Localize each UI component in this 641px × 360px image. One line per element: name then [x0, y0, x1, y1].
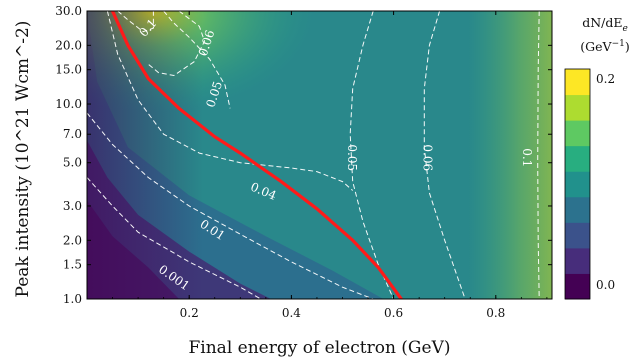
contour-line-0_06: [423, 11, 466, 299]
colorbar-band: [565, 145, 590, 172]
colorbar-tick-label: 0.2: [596, 72, 615, 86]
contour-line-0_01: [87, 112, 374, 299]
contour-line-0_001: [87, 177, 261, 299]
y-tick-label: 5.0: [63, 156, 82, 170]
y-tick-label: 7.0: [63, 127, 82, 141]
plot-frame: [86, 10, 553, 300]
x-tick-label: 0.2: [180, 306, 199, 320]
contour-line-0_1: [537, 11, 540, 299]
y-tick-label: 2.0: [63, 233, 82, 247]
y-tick-label: 15.0: [55, 63, 82, 77]
colorbar-band: [565, 273, 590, 300]
contour-line-0_05: [349, 11, 395, 299]
colorbar-band: [565, 94, 590, 121]
y-tick-label: 10.0: [55, 97, 82, 111]
colorbar-band: [565, 171, 590, 198]
heatmap: [87, 11, 552, 299]
colorbar: 0.2 0.0: [564, 68, 615, 300]
colorbar-band: [565, 247, 590, 274]
y-axis-title: Peak intensity (10^21 Wcm^-2): [13, 21, 33, 298]
colorbar-band: [565, 69, 590, 96]
contour-line-0_1: [117, 11, 154, 33]
contour-line-0_06: [147, 11, 206, 77]
contour-label: 0.06: [420, 144, 434, 171]
y-tick-label: 1.0: [63, 292, 82, 306]
colorbar-title: dN/dEe: [582, 15, 628, 34]
threshold-layer: [110, 11, 403, 299]
contour-label: 0.1: [520, 148, 534, 167]
heatmap-left-fade: [87, 11, 552, 299]
colorbar-band: [565, 222, 590, 249]
colorbar-frame: [564, 68, 591, 300]
y-tick-label: 1.5: [63, 258, 82, 272]
contour-layer: [87, 11, 540, 299]
contour-line-0_05: [163, 11, 231, 109]
colorbar-tick-label: 0.0: [596, 278, 615, 292]
x-axis: 0.2 0.4 0.6 0.8: [112, 11, 548, 320]
x-tick-label: 0.6: [384, 306, 403, 320]
y-tick-label: 3.0: [63, 199, 82, 213]
y-tick-label: 30.0: [55, 4, 82, 18]
contour-label: 0.05: [345, 144, 359, 171]
x-tick-label: 0.4: [282, 306, 301, 320]
x-tick-label: 0.8: [486, 306, 505, 320]
y-axis: 1.0 1.5 2.0 3.0 5.0 7.0 10.0 15.0 20.0 30.0: [55, 4, 552, 306]
y-tick-label: 20.0: [55, 38, 82, 52]
colorbar-band: [565, 120, 590, 147]
colorbar-unit: (GeV−1): [580, 39, 629, 54]
x-axis-title: Final energy of electron (GeV): [189, 338, 451, 358]
colorbar-band: [565, 196, 590, 223]
threshold-curve: [110, 11, 403, 299]
